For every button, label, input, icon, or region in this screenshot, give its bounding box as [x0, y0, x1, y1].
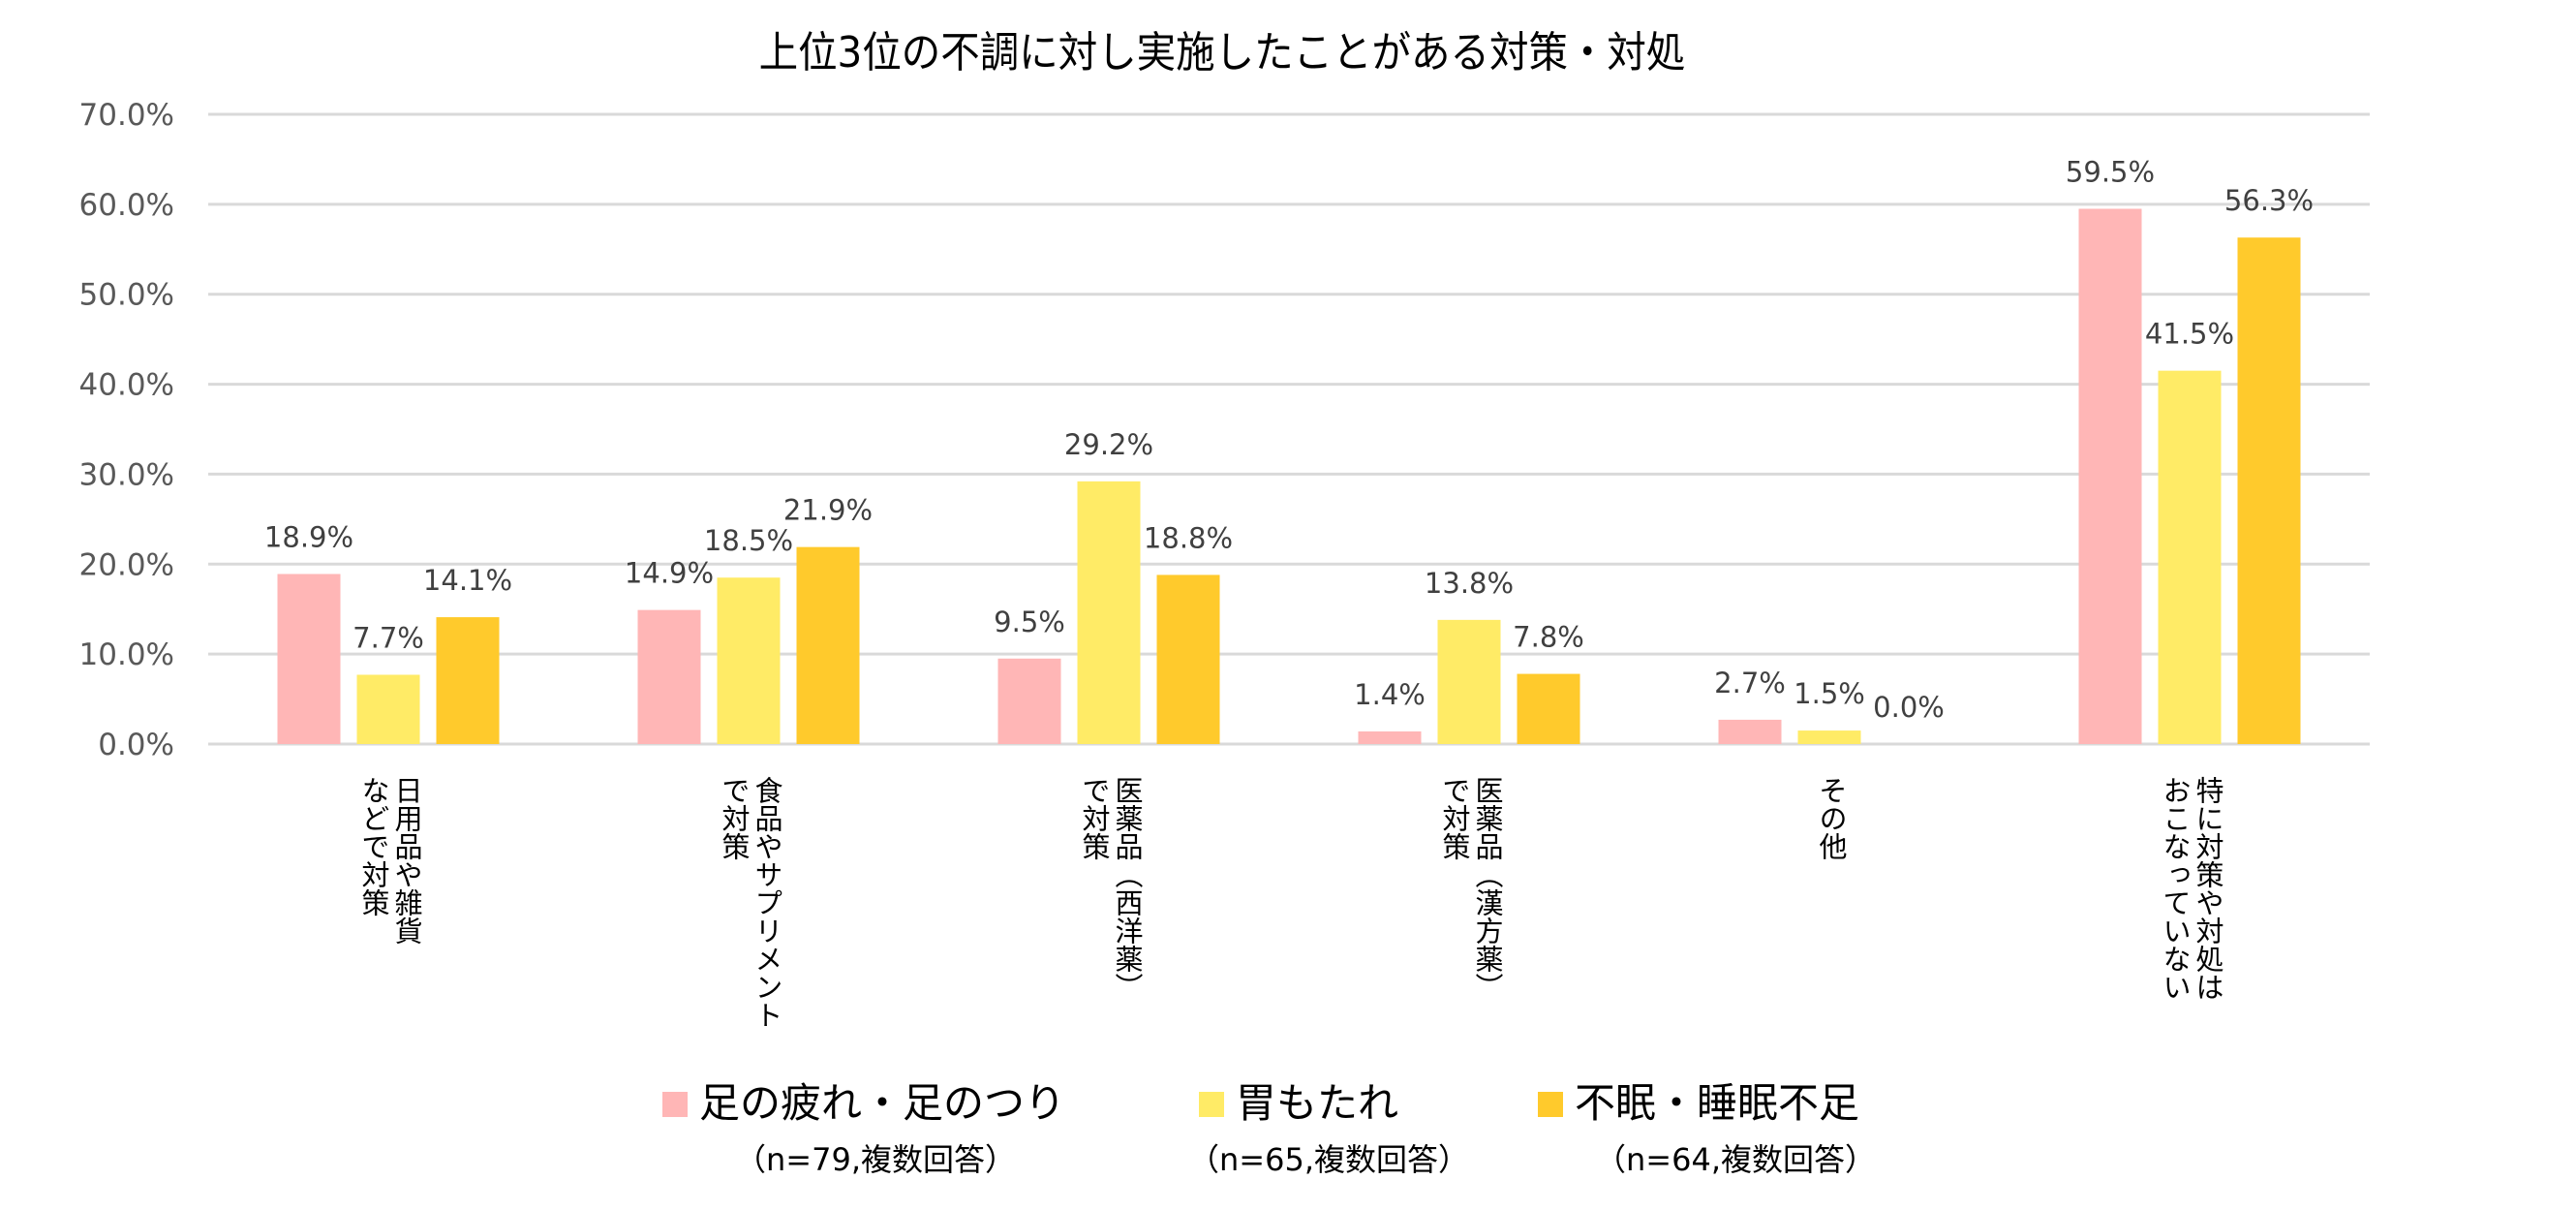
- data-label: 56.3%: [2224, 184, 2314, 217]
- category-label: で対策: [1078, 776, 1111, 860]
- data-label: 14.9%: [625, 557, 714, 590]
- category-label: おこなっていない: [2159, 776, 2192, 1001]
- bar-3-1: [436, 617, 500, 744]
- chart-title: 上位3位の不調に対し実施したことがある対策・対処: [0, 17, 2576, 79]
- bar-3-4: [1517, 673, 1580, 744]
- y-tick-label: 20.0%: [79, 547, 174, 582]
- bar-2-2: [717, 577, 781, 744]
- bar-1-3: [997, 658, 1061, 744]
- data-label: 7.8%: [1513, 621, 1584, 654]
- legend-item: 不眠・睡眠不足: [1538, 1071, 1859, 1130]
- category-label: 食品やサプリメント: [751, 776, 783, 1029]
- legend-swatch: [1538, 1091, 1563, 1117]
- bar-2-1: [356, 674, 420, 744]
- data-label: 41.5%: [2145, 318, 2234, 351]
- legend-label: 足の疲れ・足のつり: [699, 1079, 1066, 1127]
- data-label: 1.5%: [1794, 677, 1865, 710]
- data-label: 18.5%: [704, 524, 793, 557]
- legend-sample-size: （n=64,複数回答）: [1595, 1141, 1876, 1178]
- legend-label: 不眠・睡眠不足: [1575, 1079, 1860, 1127]
- category-label: その他: [1815, 776, 1848, 860]
- y-tick-label: 50.0%: [79, 278, 174, 313]
- data-label: 13.8%: [1425, 567, 1514, 600]
- y-tick-label: 40.0%: [79, 368, 174, 403]
- legend-sample-size: （n=65,複数回答）: [1188, 1141, 1469, 1178]
- category-label: などで対策: [357, 776, 390, 916]
- y-tick-label: 70.0%: [79, 98, 174, 133]
- category-label: 医薬品（漢方薬）: [1471, 776, 1504, 1001]
- data-label: 7.7%: [353, 622, 424, 655]
- bar-1-5: [1718, 719, 1782, 744]
- bar-1-6: [2078, 208, 2142, 744]
- y-tick-label: 10.0%: [79, 637, 174, 672]
- bar-3-6: [2237, 237, 2301, 744]
- bar-1-1: [277, 574, 341, 744]
- category-label: 特に対策や対処は: [2192, 776, 2224, 1001]
- data-label: 1.4%: [1354, 678, 1426, 711]
- legend-item: 足の疲れ・足のつり: [662, 1071, 1065, 1130]
- legend-label: 胃もたれ: [1236, 1079, 1399, 1127]
- bar-2-4: [1437, 619, 1501, 744]
- data-label: 21.9%: [783, 494, 873, 527]
- legend-swatch: [662, 1091, 688, 1117]
- category-label: で対策: [1438, 776, 1471, 860]
- bar-3-3: [1156, 574, 1220, 744]
- data-label: 14.1%: [423, 564, 512, 597]
- bar-2-6: [2158, 370, 2222, 744]
- y-tick-label: 60.0%: [79, 188, 174, 223]
- data-label: 29.2%: [1064, 428, 1153, 461]
- chart-title-text: 上位3位の不調に対し実施したことがある対策・対処: [758, 28, 1686, 78]
- data-label: 0.0%: [1873, 691, 1945, 724]
- category-label: 医薬品（西洋薬）: [1111, 776, 1144, 1001]
- category-label: で対策: [718, 776, 751, 860]
- data-label: 2.7%: [1714, 667, 1786, 699]
- data-label: 18.9%: [264, 521, 353, 554]
- legend-item: 胃もたれ: [1199, 1071, 1398, 1130]
- bar-3-2: [796, 546, 860, 744]
- legend-sample-size: （n=79,複数回答）: [735, 1141, 1016, 1178]
- legend-swatch: [1199, 1091, 1224, 1117]
- y-tick-label: 0.0%: [98, 728, 174, 762]
- y-tick-label: 30.0%: [79, 457, 174, 492]
- data-label: 9.5%: [994, 606, 1065, 638]
- category-label: 日用品や雑貨: [390, 776, 423, 945]
- bar-1-2: [637, 609, 701, 744]
- bar-1-4: [1358, 731, 1422, 744]
- bar-2-3: [1077, 481, 1141, 744]
- bar-2-5: [1797, 730, 1861, 744]
- data-label: 59.5%: [2066, 156, 2155, 189]
- data-label: 18.8%: [1144, 521, 1233, 554]
